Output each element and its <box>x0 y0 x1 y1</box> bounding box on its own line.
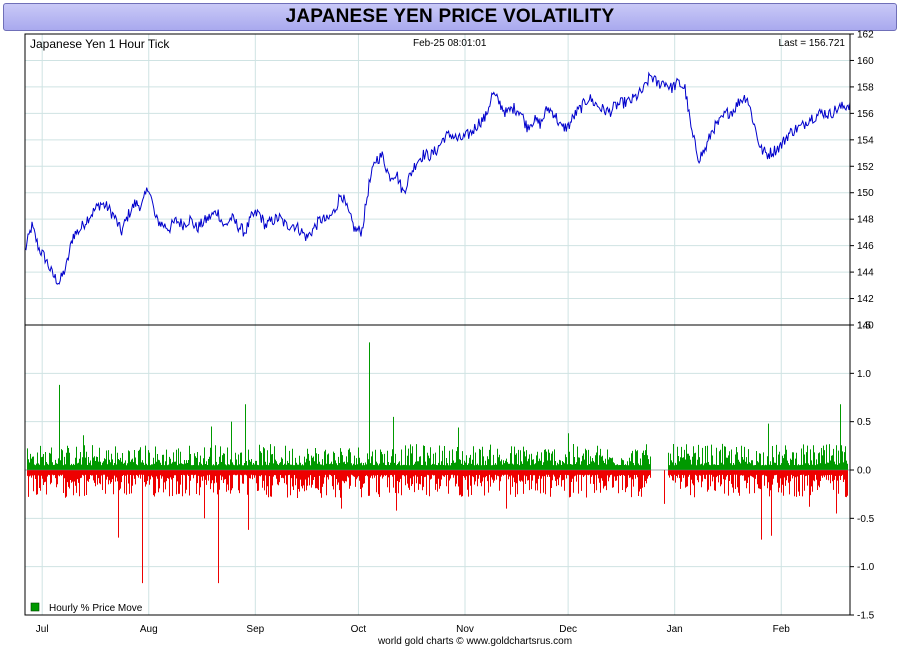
volatility-y-tick-label: -1.5 <box>857 611 875 622</box>
legend-label: Hourly % Price Move <box>49 603 143 614</box>
price-y-tick-label: 140 <box>857 321 874 332</box>
x-tick-label: Jul <box>36 624 49 635</box>
x-tick-label: Sep <box>246 624 264 635</box>
price-chart-timestamp: Feb-25 08:01:01 <box>413 38 487 49</box>
chart-footer: world gold charts © www.goldchartsrus.co… <box>377 636 572 647</box>
price-y-tick-label: 158 <box>857 82 874 93</box>
price-y-tick-label: 150 <box>857 188 874 199</box>
positive-bars <box>27 443 848 470</box>
volatility-y-tick-label: -0.5 <box>857 514 875 525</box>
x-tick-label: Aug <box>140 624 158 635</box>
price-y-tick-label: 146 <box>857 241 874 252</box>
chart-title: JAPANESE YEN PRICE VOLATILITY <box>3 3 897 31</box>
price-y-tick-label: 162 <box>857 30 874 41</box>
volatility-y-tick-label: 0.0 <box>857 466 871 477</box>
volatility-y-tick-label: 1.5 <box>857 321 871 332</box>
x-tick-label: Nov <box>456 624 474 635</box>
price-y-tick-label: 144 <box>857 268 874 279</box>
x-tick-label: Dec <box>559 624 577 635</box>
price-y-tick-label: 154 <box>857 135 874 146</box>
x-tick-label: Feb <box>773 624 791 635</box>
price-chart-last: Last = 156.721 <box>779 38 846 49</box>
price-y-tick-label: 156 <box>857 109 874 120</box>
x-tick-label: Jan <box>667 624 683 635</box>
price-series-line <box>24 71 851 285</box>
volatility-y-tick-label: 1.0 <box>857 369 871 380</box>
price-y-tick-label: 142 <box>857 294 874 305</box>
x-tick-label: Oct <box>351 624 367 635</box>
price-chart-title: Japanese Yen 1 Hour Tick <box>30 37 170 51</box>
negative-bars <box>27 470 848 498</box>
price-y-tick-label: 152 <box>857 162 874 173</box>
volatility-y-tick-label: 0.5 <box>857 417 871 428</box>
price-y-tick-label: 148 <box>857 215 874 226</box>
price-y-tick-label: 160 <box>857 56 874 67</box>
volatility-y-tick-label: -1.0 <box>857 562 875 573</box>
legend-swatch <box>30 602 40 612</box>
